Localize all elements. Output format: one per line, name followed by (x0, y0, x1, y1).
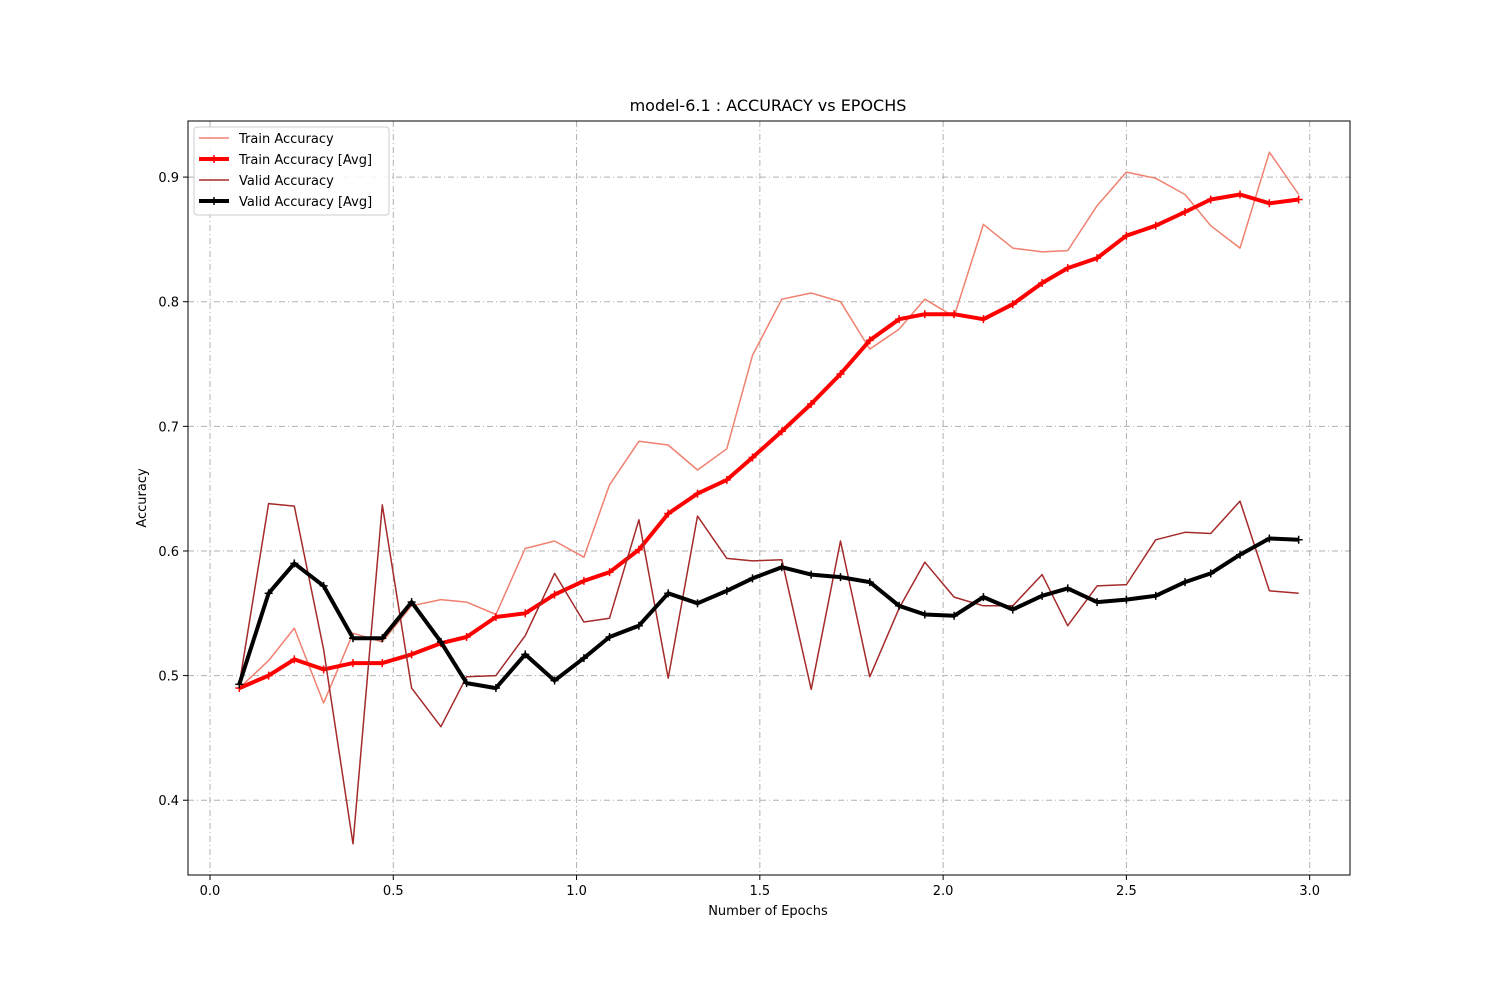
grid-lines (188, 121, 1350, 875)
y-tick-label: 0.6 (158, 545, 179, 560)
x-axis-ticks: 0.0 0.5 1.0 1.5 2.0 2.5 3.0 (200, 875, 1320, 899)
y-axis-ticks: 0.4 0.5 0.6 0.7 0.8 0.9 (158, 171, 188, 809)
valid-accuracy-line (238, 500, 1299, 845)
legend-label-valid-accuracy-avg: Valid Accuracy [Avg] (239, 195, 372, 210)
legend-label-train-accuracy: Train Accuracy (238, 132, 334, 147)
chart-title: model-6.1 : ACCURACY vs EPOCHS (630, 96, 907, 115)
valid-accuracy-avg-line (237, 536, 1299, 691)
legend-label-valid-accuracy: Valid Accuracy (239, 174, 334, 189)
plot-series (235, 151, 1303, 845)
x-tick-label: 1.5 (749, 884, 770, 899)
y-tick-label: 0.9 (158, 171, 179, 186)
plot-frame (187, 120, 1351, 876)
x-tick-label: 3.0 (1299, 884, 1320, 899)
legend-label-train-accuracy-avg: Train Accuracy [Avg] (238, 153, 372, 168)
train-accuracy-line (238, 151, 1300, 704)
y-tick-label: 0.7 (158, 420, 179, 435)
y-axis-label: Accuracy (135, 468, 150, 528)
y-tick-label: 0.4 (158, 794, 179, 809)
x-tick-label: 2.0 (933, 884, 954, 899)
y-tick-label: 0.5 (158, 670, 179, 685)
legend-box (193, 126, 390, 216)
x-axis-label: Number of Epochs (708, 904, 828, 919)
x-tick-label: 0.0 (200, 884, 221, 899)
legend: Train Accuracy Train Accuracy [Avg] Valid … (193, 126, 390, 216)
x-tick-label: 1.0 (566, 884, 587, 899)
x-tick-label: 2.5 (1116, 884, 1137, 899)
y-tick-label: 0.8 (158, 296, 179, 311)
x-tick-label: 0.5 (383, 884, 404, 899)
train-accuracy-avg-line (238, 192, 1299, 690)
